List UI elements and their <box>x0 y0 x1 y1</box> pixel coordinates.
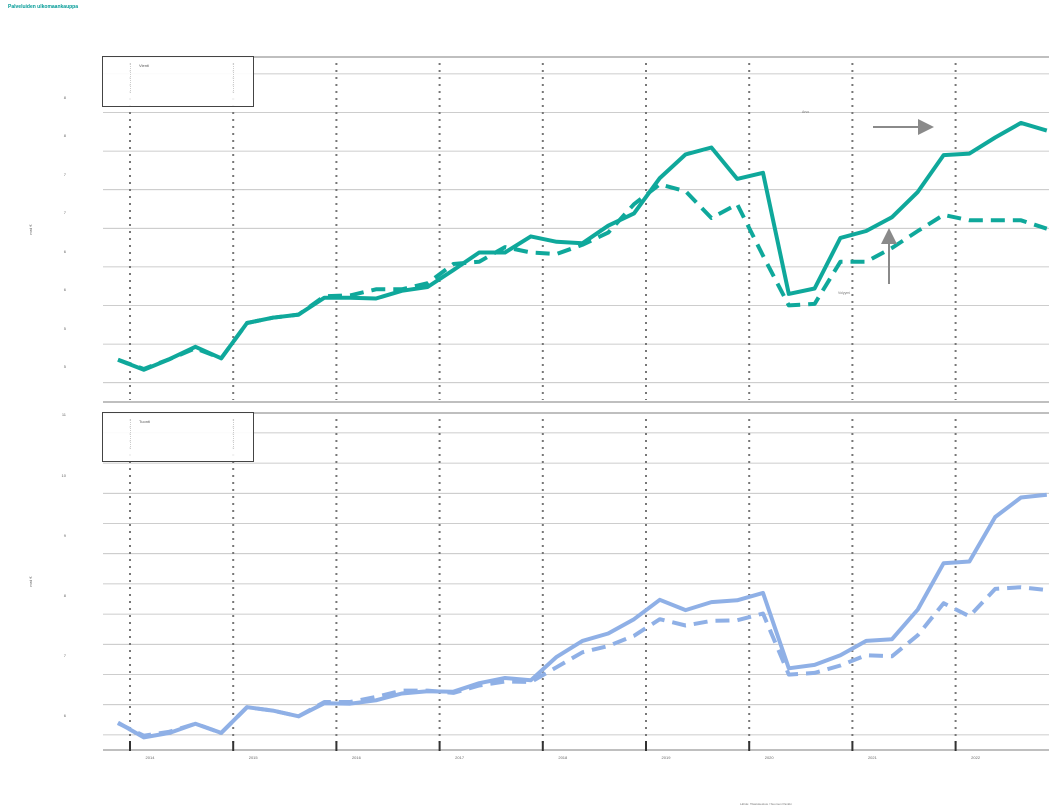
ytick-label: 9 <box>64 533 67 538</box>
ytick-label: 7 <box>64 653 67 658</box>
ytick-label: 8 <box>64 593 67 598</box>
ytick-label: 11 <box>62 412 67 417</box>
xtick-label: 2017 <box>455 755 465 760</box>
annotation-label-value: Arvo <box>802 110 809 114</box>
series-line-bottom-dashed <box>117 585 1048 738</box>
ytick-label: 8 <box>64 95 67 100</box>
y-axis-label: mrd € <box>28 576 33 587</box>
ytick-label: 6 <box>64 287 67 292</box>
series-line-bottom-solid <box>117 492 1048 740</box>
label-layer: 5 5 6 6 7 7 8 8 mrd € 6 7 8 9 10 11 mrd € 2014 2015 2016 20… <box>28 95 981 760</box>
xtick-label: 2020 <box>765 755 775 760</box>
ytick-label: 7 <box>64 172 67 177</box>
series-line-top-dashed <box>117 182 1048 371</box>
ytick-label: 10 <box>62 473 67 478</box>
y-axis-label: mrd € <box>28 224 33 235</box>
xtick-label: 2016 <box>352 755 362 760</box>
xtick-label: 2021 <box>868 755 878 760</box>
series-layer <box>117 120 1048 740</box>
legend-top: Vienti <box>102 56 254 107</box>
legend-top-title: Vienti <box>139 63 149 68</box>
ytick-label: 8 <box>64 133 67 138</box>
annotation-label-volume: Volyymi <box>838 291 850 295</box>
ytick-label: 7 <box>64 210 67 215</box>
ytick-label: 6 <box>64 249 67 254</box>
ytick-label: 5 <box>64 326 67 331</box>
legend-bottom: Tuonti <box>102 412 254 462</box>
xtick-label: 2022 <box>971 755 981 760</box>
page-title: Palveluiden ulkomaankauppa <box>8 4 79 10</box>
ytick-label: 5 <box>64 364 67 369</box>
xtick-label: 2014 <box>146 755 156 760</box>
ytick-label: 6 <box>64 713 67 718</box>
grid-layer <box>103 56 1049 751</box>
xtick-label: 2018 <box>558 755 568 760</box>
xtick-label: 2015 <box>249 755 259 760</box>
legend-bottom-title: Tuonti <box>139 419 150 424</box>
xtick-label: 2019 <box>662 755 672 760</box>
source-note: Lähde: Tilastokeskus / Suomen Pankki <box>740 802 792 806</box>
